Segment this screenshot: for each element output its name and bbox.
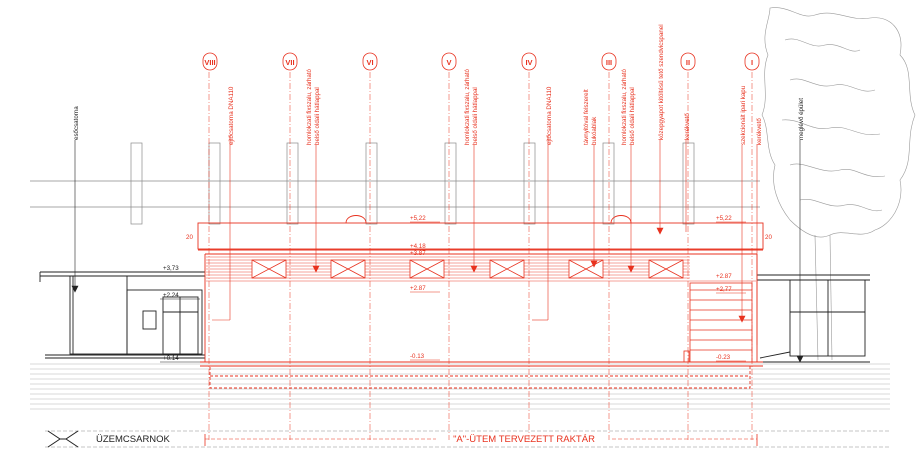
dim-20-right: 20 — [765, 234, 772, 241]
window-5 — [568, 259, 604, 279]
ground-hatch — [30, 363, 890, 410]
window-1 — [251, 259, 287, 279]
svg-text:III: III — [606, 58, 612, 67]
annotation-bumper: távnyitóval felszerelt — [583, 89, 590, 145]
axis-marker-viii: VIII — [202, 52, 218, 71]
annotation-downpipe-1: ejtőcsatorna DNA110 — [228, 86, 235, 145]
black-annotations: esőcsatorna meglévő épület — [73, 98, 805, 140]
level-014: +0.14 — [163, 355, 179, 362]
window-4 — [489, 259, 525, 279]
svg-text:IV: IV — [525, 58, 532, 67]
annotation-roof-panel: közepgyapot kitöltésű tető szendvicspane… — [658, 24, 665, 140]
level-ticks-black — [160, 271, 200, 363]
window-2 — [330, 259, 366, 279]
svg-text:V: V — [446, 58, 451, 67]
existing-building-right — [757, 274, 870, 363]
red-annotations: ejtőcsatorna DNA110 homlokzati fixszalu,… — [228, 24, 763, 145]
level-287-right: +2.87 — [716, 273, 732, 280]
axis-marker-v: V — [441, 52, 457, 71]
footer-main-label: "A"-ÜTEM TERVEZETT RAKTÁR — [453, 434, 595, 445]
annotation-downpipe-2: ejtőcsatorna DNA110 — [546, 86, 553, 145]
svg-text:II: II — [686, 58, 690, 67]
annotation-window-v-b: belső oldali hátlappal — [472, 87, 479, 145]
level-224: +2.24 — [163, 292, 179, 299]
axis-marker-iii: III — [601, 52, 617, 71]
axis-gridlines — [208, 72, 753, 440]
axis-marker-i: I — [744, 52, 760, 71]
annotation-window-vii-b: belső oldali hátlappal — [314, 87, 321, 145]
annotation-esocsatorna: esőcsatorna — [73, 106, 80, 140]
annotation-window-iii: homlokzati fixszalu, zárható — [621, 68, 628, 145]
window-3 — [409, 259, 445, 279]
red-leader-lines — [212, 135, 758, 345]
footer-bar: ÜZEMCSARNOK "A"-ÜTEM TERVEZETT RAKTÁR — [45, 430, 890, 448]
svg-text:VIII: VIII — [204, 58, 215, 67]
axis-marker-vi: VI — [362, 52, 378, 71]
annotation-window-vii: homlokzati fixszalu, zárható — [306, 68, 313, 145]
level-418: +4.18 — [410, 243, 426, 250]
level-277: +2,77 — [716, 286, 732, 293]
footer-left-label: ÜZEMCSARNOK — [96, 434, 171, 445]
black-leader-lines — [71, 140, 804, 363]
axis-marker-ii: II — [680, 52, 696, 71]
window-6 — [648, 259, 684, 279]
louvre-band — [206, 256, 756, 282]
existing-building-background — [30, 142, 760, 225]
annotation-window-v: homlokzati fixszalu, zárható — [464, 68, 471, 145]
existing-hall-left — [39, 271, 205, 359]
annotation-door: szekcionált ipari kapu — [740, 85, 747, 145]
annotation-window-iii-b: belső oldali hátlappal — [629, 87, 636, 145]
svg-text:VI: VI — [366, 58, 373, 67]
axis-marker-vii: VII — [282, 52, 298, 71]
sectional-door — [683, 282, 753, 363]
annotation-bumper-b: bukóablak — [591, 116, 598, 145]
level-387: +3.87 — [410, 250, 426, 257]
windows — [251, 259, 684, 279]
svg-text:I: I — [751, 58, 753, 67]
svg-text:VII: VII — [285, 58, 294, 67]
axis-marker-iv: IV — [521, 52, 537, 71]
dim-20-left: 20 — [186, 234, 193, 241]
level-top-left: +5,22 — [410, 215, 426, 222]
level-markers: +5,22 +5,22 +4.18 +3.87 +3,73 +2.87 +2.8… — [163, 215, 772, 362]
tree-outline — [761, 7, 916, 361]
annotation-drain: kerékvető — [684, 113, 691, 140]
axis-markers: VIII VII VI V IV III II I — [202, 52, 760, 71]
level-minus-023: -0.23 — [716, 354, 731, 361]
annotation-kerekveto: kerékvető — [756, 118, 763, 145]
level-ticks — [410, 221, 746, 362]
section-cut-icon — [47, 430, 79, 448]
warehouse-elevation — [197, 215, 764, 389]
level-top-right: +5,22 — [716, 215, 732, 222]
level-minus-013: -0.13 — [410, 353, 425, 360]
level-287: +2.87 — [410, 285, 426, 292]
level-373: +3,73 — [163, 265, 179, 272]
annotation-meglevo: meglévő épület — [798, 98, 805, 140]
